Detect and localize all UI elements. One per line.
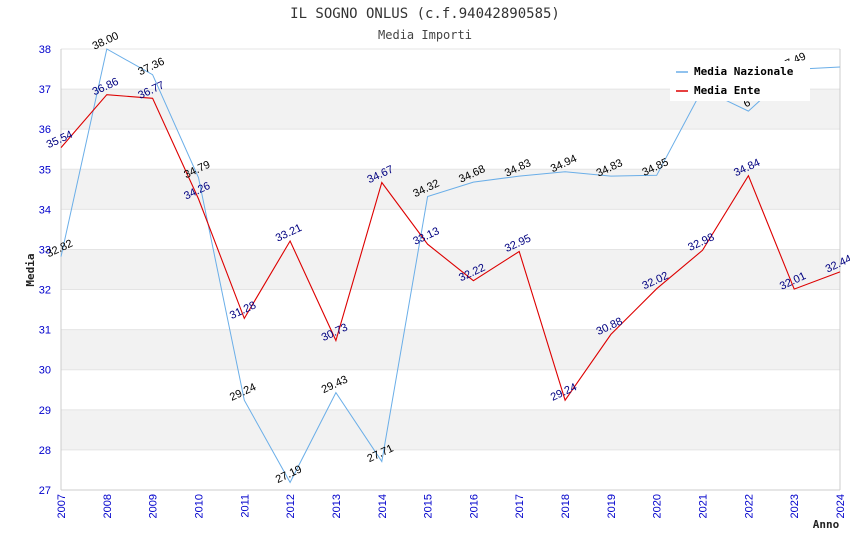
data-label: 29.24 xyxy=(228,381,258,404)
data-label: 29.43 xyxy=(320,374,350,397)
y-tick-label: 35 xyxy=(39,164,51,176)
x-tick-label: 2012 xyxy=(285,494,297,518)
y-tick-label: 29 xyxy=(39,405,51,417)
grid-band xyxy=(61,249,840,290)
chart-title: IL SOGNO ONLUS (c.f.94042890585) xyxy=(290,6,560,22)
y-tick-label: 31 xyxy=(39,325,51,337)
data-label: 27.19 xyxy=(274,463,304,486)
series-line-ente xyxy=(60,94,841,402)
x-tick-label: 2017 xyxy=(514,494,526,518)
x-tick-label: 2021 xyxy=(698,494,710,518)
data-label: 29.24 xyxy=(549,381,579,404)
x-tick-label: 2018 xyxy=(560,494,572,518)
x-tick-label: 2010 xyxy=(193,494,205,518)
y-tick-label: 27 xyxy=(39,485,51,497)
y-tick-label: 37 xyxy=(39,84,51,96)
x-axis-label: Anno xyxy=(813,518,840,531)
x-tick-label: 2015 xyxy=(423,494,435,518)
y-tick-label: 30 xyxy=(39,365,51,377)
legend: Media Nazionale Media Ente xyxy=(670,61,810,101)
y-tick-label: 36 xyxy=(39,124,51,136)
x-tick-label: 2008 xyxy=(102,494,114,518)
legend-background xyxy=(670,61,810,101)
x-tick-label: 2023 xyxy=(789,494,801,518)
y-axis-label: Media xyxy=(24,253,37,286)
y-tick-label: 32 xyxy=(39,285,51,297)
x-tick-label: 2009 xyxy=(148,494,160,518)
grid-band xyxy=(61,409,840,450)
x-tick-label: 2011 xyxy=(239,494,251,518)
y-tick-label: 33 xyxy=(39,244,51,256)
grid-bands xyxy=(61,48,840,491)
y-tick-label: 28 xyxy=(39,445,51,457)
x-tick-label: 2014 xyxy=(377,494,389,518)
x-tick-label: 2022 xyxy=(743,494,755,518)
x-tick-labels: 2007 2008 2009 2010 2011 2012 2013 2014 2015 2016… xyxy=(56,494,847,518)
x-tick-label: 2016 xyxy=(468,494,480,518)
chart-subtitle: Media Importi xyxy=(378,28,472,42)
axes xyxy=(60,49,841,491)
data-label: 6 xyxy=(742,97,753,110)
data-label: 37.36 xyxy=(136,56,166,79)
data-label: 31.28 xyxy=(228,299,258,322)
data-label: 33.21 xyxy=(274,222,304,245)
x-tick-label: 2007 xyxy=(56,494,68,518)
x-tick-label: 2019 xyxy=(606,494,618,518)
y-tick-label: 38 xyxy=(39,44,51,56)
x-tick-label: 2013 xyxy=(331,494,343,518)
y-tick-labels: 27 28 29 30 31 32 33 34 35 36 37 38 xyxy=(39,44,51,497)
x-tick-label: 2024 xyxy=(835,494,847,518)
x-tick-label: 2020 xyxy=(652,494,664,518)
legend-label-nazionale: Media Nazionale xyxy=(694,65,794,78)
y-tick-label: 34 xyxy=(39,204,51,216)
legend-label-ente: Media Ente xyxy=(694,84,761,97)
grid-band xyxy=(61,329,840,370)
